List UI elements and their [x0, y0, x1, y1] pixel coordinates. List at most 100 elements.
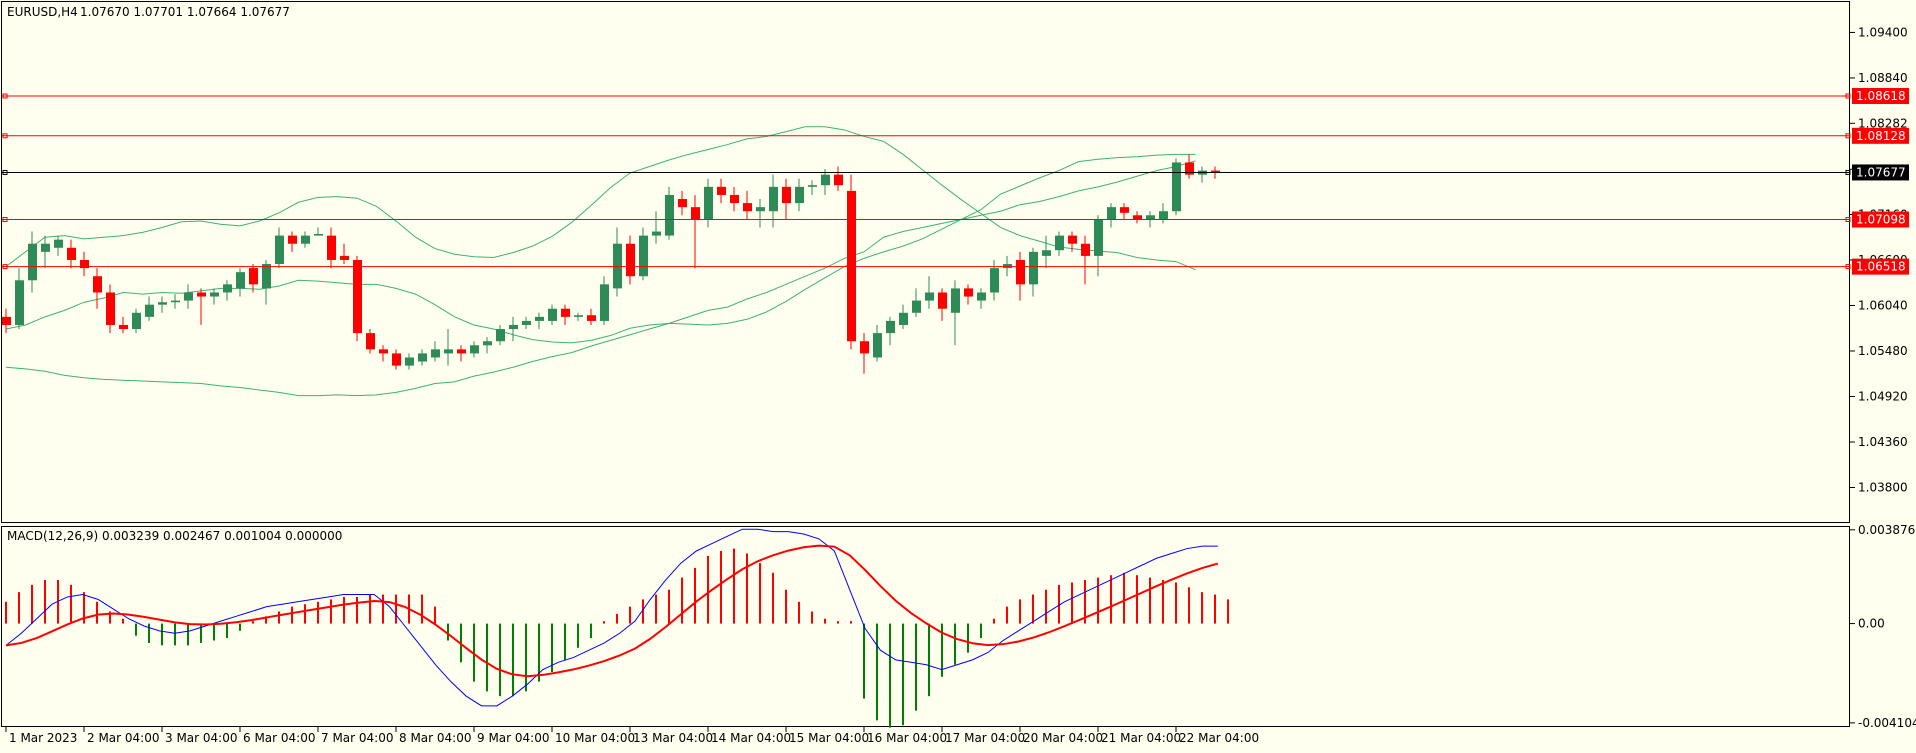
candle-body [288, 235, 297, 244]
candle-body [691, 207, 700, 220]
candle-body [704, 186, 713, 220]
level-anchor-left[interactable] [2, 264, 8, 270]
level-price-label: 1.07098 [1856, 213, 1906, 227]
level-price-label: 1.08128 [1856, 129, 1906, 143]
candle-body [1081, 243, 1090, 256]
candle [171, 294, 180, 309]
candle-body [249, 268, 258, 285]
candle-body [795, 186, 804, 204]
candle-body [405, 357, 414, 366]
candle [1003, 255, 1012, 277]
candle-body [145, 304, 154, 317]
candle [756, 199, 765, 228]
level-anchor-right[interactable] [1845, 93, 1851, 99]
level-anchor-right[interactable] [1845, 133, 1851, 139]
candle-body [1055, 235, 1064, 251]
candle-body [912, 300, 921, 313]
candle [743, 190, 752, 220]
candle-body [444, 349, 453, 354]
candle [340, 243, 349, 265]
candle-body [1016, 259, 1025, 285]
current-price-anchor-right[interactable] [1845, 169, 1851, 175]
candle-body [41, 243, 50, 252]
candle-body [652, 231, 661, 236]
candle [197, 288, 206, 325]
candle [1055, 231, 1064, 256]
candle-body [28, 243, 37, 281]
bollinger-bands [5, 126, 1196, 397]
time-tick-label: 6 Mar 04:00 [243, 731, 316, 745]
candle-body [561, 308, 570, 317]
candle [15, 268, 24, 330]
candle [1068, 231, 1077, 252]
time-tick-label: 1 Mar 2023 [9, 731, 77, 745]
candle [899, 304, 908, 330]
candle [119, 316, 128, 334]
candle [496, 324, 505, 346]
level-price-label: 1.06518 [1856, 260, 1906, 274]
candle [912, 288, 921, 317]
candle [210, 288, 219, 305]
candle-body [782, 186, 791, 204]
candle-body [67, 247, 76, 260]
candle [392, 349, 401, 370]
level-anchor-left[interactable] [2, 93, 8, 99]
candle [1081, 235, 1090, 285]
candle-body [925, 292, 934, 301]
candle-body [1029, 251, 1038, 285]
candle [600, 276, 609, 325]
price-tick-label: 1.05480 [1858, 344, 1908, 358]
current-price-anchor-left[interactable] [2, 169, 8, 175]
candle-body [1133, 215, 1142, 220]
candle [1172, 158, 1181, 216]
bollinger-line [5, 160, 1196, 397]
candle [483, 337, 492, 354]
candle [353, 255, 362, 342]
level-anchor-right[interactable] [1845, 264, 1851, 270]
macd-tick-label: 0.00 [1858, 617, 1885, 631]
time-tick-label: 21 Mar 04:00 [1101, 731, 1181, 745]
candle [522, 316, 531, 330]
time-tick-label: 13 Mar 04:00 [633, 731, 713, 745]
candle-body [886, 320, 895, 334]
time-tick-label: 10 Mar 04:00 [555, 731, 635, 745]
candle [184, 284, 193, 309]
candle [964, 284, 973, 305]
candle [379, 345, 388, 362]
candle [821, 168, 830, 195]
candlestick-series [2, 154, 1220, 374]
candle [431, 341, 440, 362]
candle-body [171, 300, 180, 303]
horizontal-levels[interactable]: 1.08618 1.08128 1.07098 1.06518 1.07677 [2, 87, 1909, 275]
price-tick-label: 1.08282 [1858, 116, 1908, 130]
candle [639, 227, 648, 281]
candle [886, 316, 895, 346]
candle [80, 251, 89, 277]
level-anchor-right[interactable] [1845, 217, 1851, 223]
candle-body [899, 312, 908, 325]
candle [951, 280, 960, 346]
price-tick-label: 1.09400 [1858, 25, 1908, 39]
macd-histogram [5, 548, 1229, 728]
candle [561, 304, 570, 325]
candle [2, 308, 11, 334]
level-anchor-left[interactable] [2, 217, 8, 223]
candle [223, 280, 232, 301]
ohlc-readout: 1.07670 1.07701 1.07664 1.07677 [80, 5, 290, 19]
candle [262, 259, 271, 305]
candle-body [1003, 264, 1012, 269]
level-price-tag [1852, 211, 1909, 228]
candle [1159, 203, 1168, 224]
candle-body [106, 292, 115, 325]
candle-body [847, 190, 856, 342]
level-price-tag [1852, 87, 1909, 104]
candle-body [509, 324, 518, 330]
level-anchor-left[interactable] [2, 133, 8, 139]
candle [275, 227, 284, 269]
candle [925, 276, 934, 309]
candle [574, 312, 583, 321]
time-tick-label: 3 Mar 04:00 [165, 731, 238, 745]
current-price-price-label: 1.07677 [1856, 165, 1906, 179]
